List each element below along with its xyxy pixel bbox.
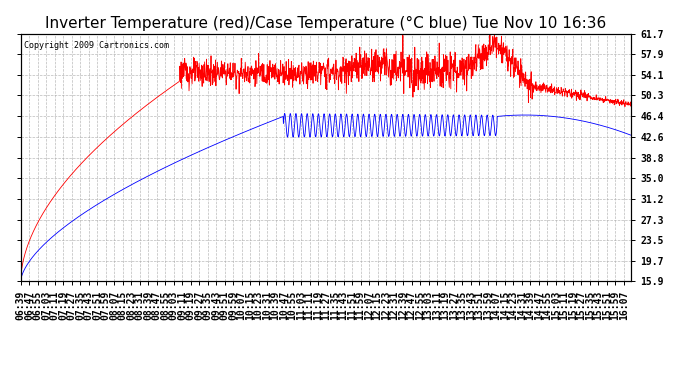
Text: Copyright 2009 Cartronics.com: Copyright 2009 Cartronics.com — [23, 41, 169, 50]
Title: Inverter Temperature (red)/Case Temperature (°C blue) Tue Nov 10 16:36: Inverter Temperature (red)/Case Temperat… — [46, 16, 607, 31]
